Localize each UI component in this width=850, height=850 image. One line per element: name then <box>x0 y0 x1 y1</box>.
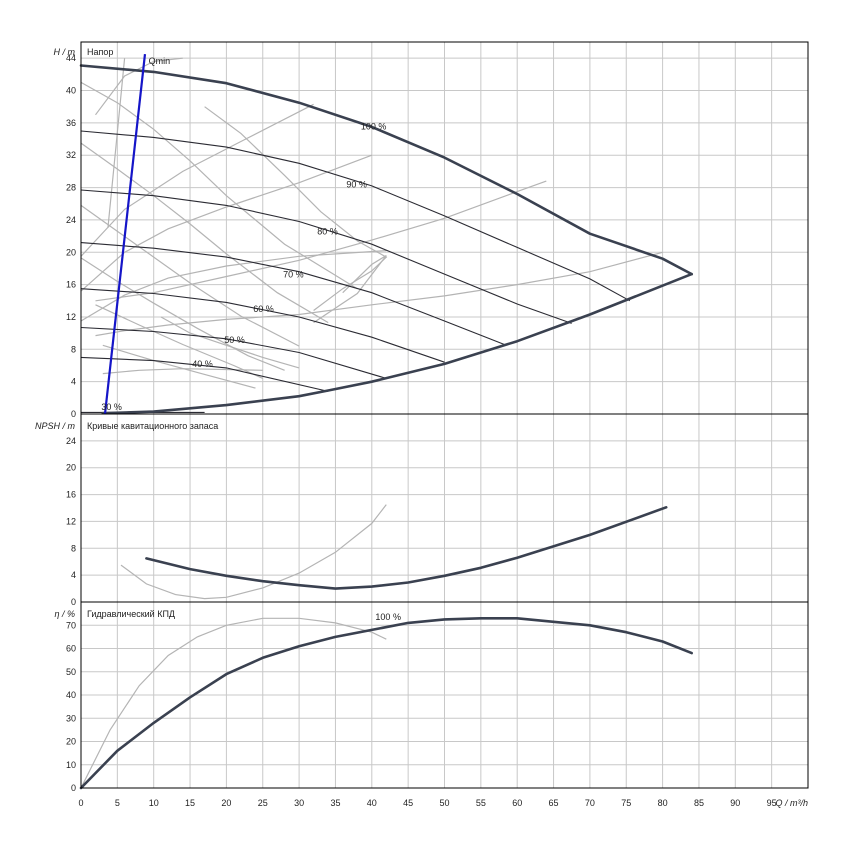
faint-curve <box>102 368 263 375</box>
y-tick-label: 24 <box>66 436 76 446</box>
faint-curve <box>80 204 300 347</box>
npsh-panel-title: Кривые кавитационного запаса <box>87 421 218 431</box>
partial-speed-curve <box>80 130 631 302</box>
chart-frame <box>80 41 809 789</box>
y-tick-label: 8 <box>71 543 76 553</box>
x-tick-label: 55 <box>476 798 486 808</box>
x-tick-label: 5 <box>115 798 120 808</box>
faint-curve <box>80 142 329 324</box>
x-tick-label: 30 <box>294 798 304 808</box>
x-tick-label: 65 <box>549 798 559 808</box>
y-tick-label: 50 <box>66 667 76 677</box>
x-tick-label: 45 <box>403 798 413 808</box>
y-tick-label: 36 <box>66 118 76 128</box>
partial-speed-curve <box>80 242 507 346</box>
head-panel-title: Напор <box>87 47 113 57</box>
curve-annotation: 40 % <box>192 359 213 369</box>
y-tick-label: 20 <box>66 737 76 747</box>
head-axis-label: H / m <box>54 47 76 57</box>
curve-annotation: 60 % <box>253 304 274 314</box>
x-tick-label: 75 <box>621 798 631 808</box>
y-tick-label: 32 <box>66 150 76 160</box>
faint-curve <box>95 57 183 116</box>
x-tick-label: 10 <box>149 798 159 808</box>
faint-curve <box>80 81 358 290</box>
partial-speed-curve <box>80 189 572 324</box>
partial-speed-curve <box>80 356 329 392</box>
efficiency-axis-label: η / % <box>54 609 75 619</box>
partial-speed-curve <box>80 288 445 363</box>
main-curve <box>101 272 693 415</box>
npsh-axis-label: NPSH / m <box>35 421 76 431</box>
faint-curve <box>95 180 547 302</box>
y-tick-label: 12 <box>66 516 76 526</box>
x-tick-label: 50 <box>439 798 449 808</box>
qmin-line <box>103 54 147 415</box>
curves-layer <box>79 54 693 790</box>
faint-curve <box>80 250 387 322</box>
faint-curve <box>80 103 314 257</box>
y-tick-label: 28 <box>66 183 76 193</box>
curve-annotation: 100 % <box>375 612 401 622</box>
x-tick-label: 40 <box>367 798 377 808</box>
curve-annotation: 50 % <box>224 335 245 345</box>
faint-curve <box>80 154 373 292</box>
main-curve <box>79 64 693 276</box>
x-tick-label: 95 <box>767 798 777 808</box>
x-tick-label: 90 <box>730 798 740 808</box>
faint-curve <box>313 254 387 324</box>
y-tick-label: 0 <box>71 409 76 419</box>
faint-curve <box>102 344 256 389</box>
y-tick-label: 10 <box>66 760 76 770</box>
curve-annotation: 80 % <box>317 226 338 236</box>
faint-curve <box>80 257 285 371</box>
y-tick-label: 30 <box>66 713 76 723</box>
efficiency-panel-title: Гидравлический КПД <box>87 609 175 619</box>
faint-curve <box>160 316 300 369</box>
y-tick-label: 16 <box>66 280 76 290</box>
faint-curve <box>120 504 387 600</box>
y-tick-label: 4 <box>71 377 76 387</box>
faint-curve <box>80 617 387 789</box>
x-tick-label: 85 <box>694 798 704 808</box>
y-tick-label: 40 <box>66 690 76 700</box>
main-curve <box>79 617 693 790</box>
y-tick-label: 12 <box>66 312 76 322</box>
y-tick-label: 24 <box>66 215 76 225</box>
y-tick-label: 44 <box>66 53 76 63</box>
x-tick-label: 70 <box>585 798 595 808</box>
curve-annotation: 90 % <box>346 180 367 190</box>
x-tick-label: 80 <box>658 798 668 808</box>
y-tick-label: 16 <box>66 490 76 500</box>
x-tick-label: 35 <box>330 798 340 808</box>
x-tick-label: 0 <box>78 798 83 808</box>
y-tick-label: 4 <box>71 570 76 580</box>
curve-annotation: 30 % <box>101 402 122 412</box>
partial-speed-curve <box>80 326 387 379</box>
x-tick-label: 25 <box>258 798 268 808</box>
curve-annotation: 100 % <box>361 121 387 131</box>
x-tick-label: 15 <box>185 798 195 808</box>
y-tick-label: 20 <box>66 463 76 473</box>
y-tick-label: 70 <box>66 620 76 630</box>
y-tick-label: 0 <box>71 783 76 793</box>
main-curve <box>145 506 668 590</box>
curve-annotation: 70 % <box>283 269 304 279</box>
y-tick-label: 40 <box>66 86 76 96</box>
y-tick-label: 20 <box>66 247 76 257</box>
x-tick-label: 60 <box>512 798 522 808</box>
faint-curve <box>107 58 126 229</box>
y-tick-label: 0 <box>71 597 76 607</box>
faint-curve <box>95 251 663 337</box>
x-tick-label: 20 <box>221 798 231 808</box>
faint-curve <box>204 106 388 311</box>
y-tick-label: 8 <box>71 344 76 354</box>
curve-annotation: Qmin <box>149 56 171 66</box>
flow-axis-label: Q / m³/h <box>775 798 808 808</box>
grid-layer <box>81 42 808 788</box>
y-tick-label: 60 <box>66 644 76 654</box>
